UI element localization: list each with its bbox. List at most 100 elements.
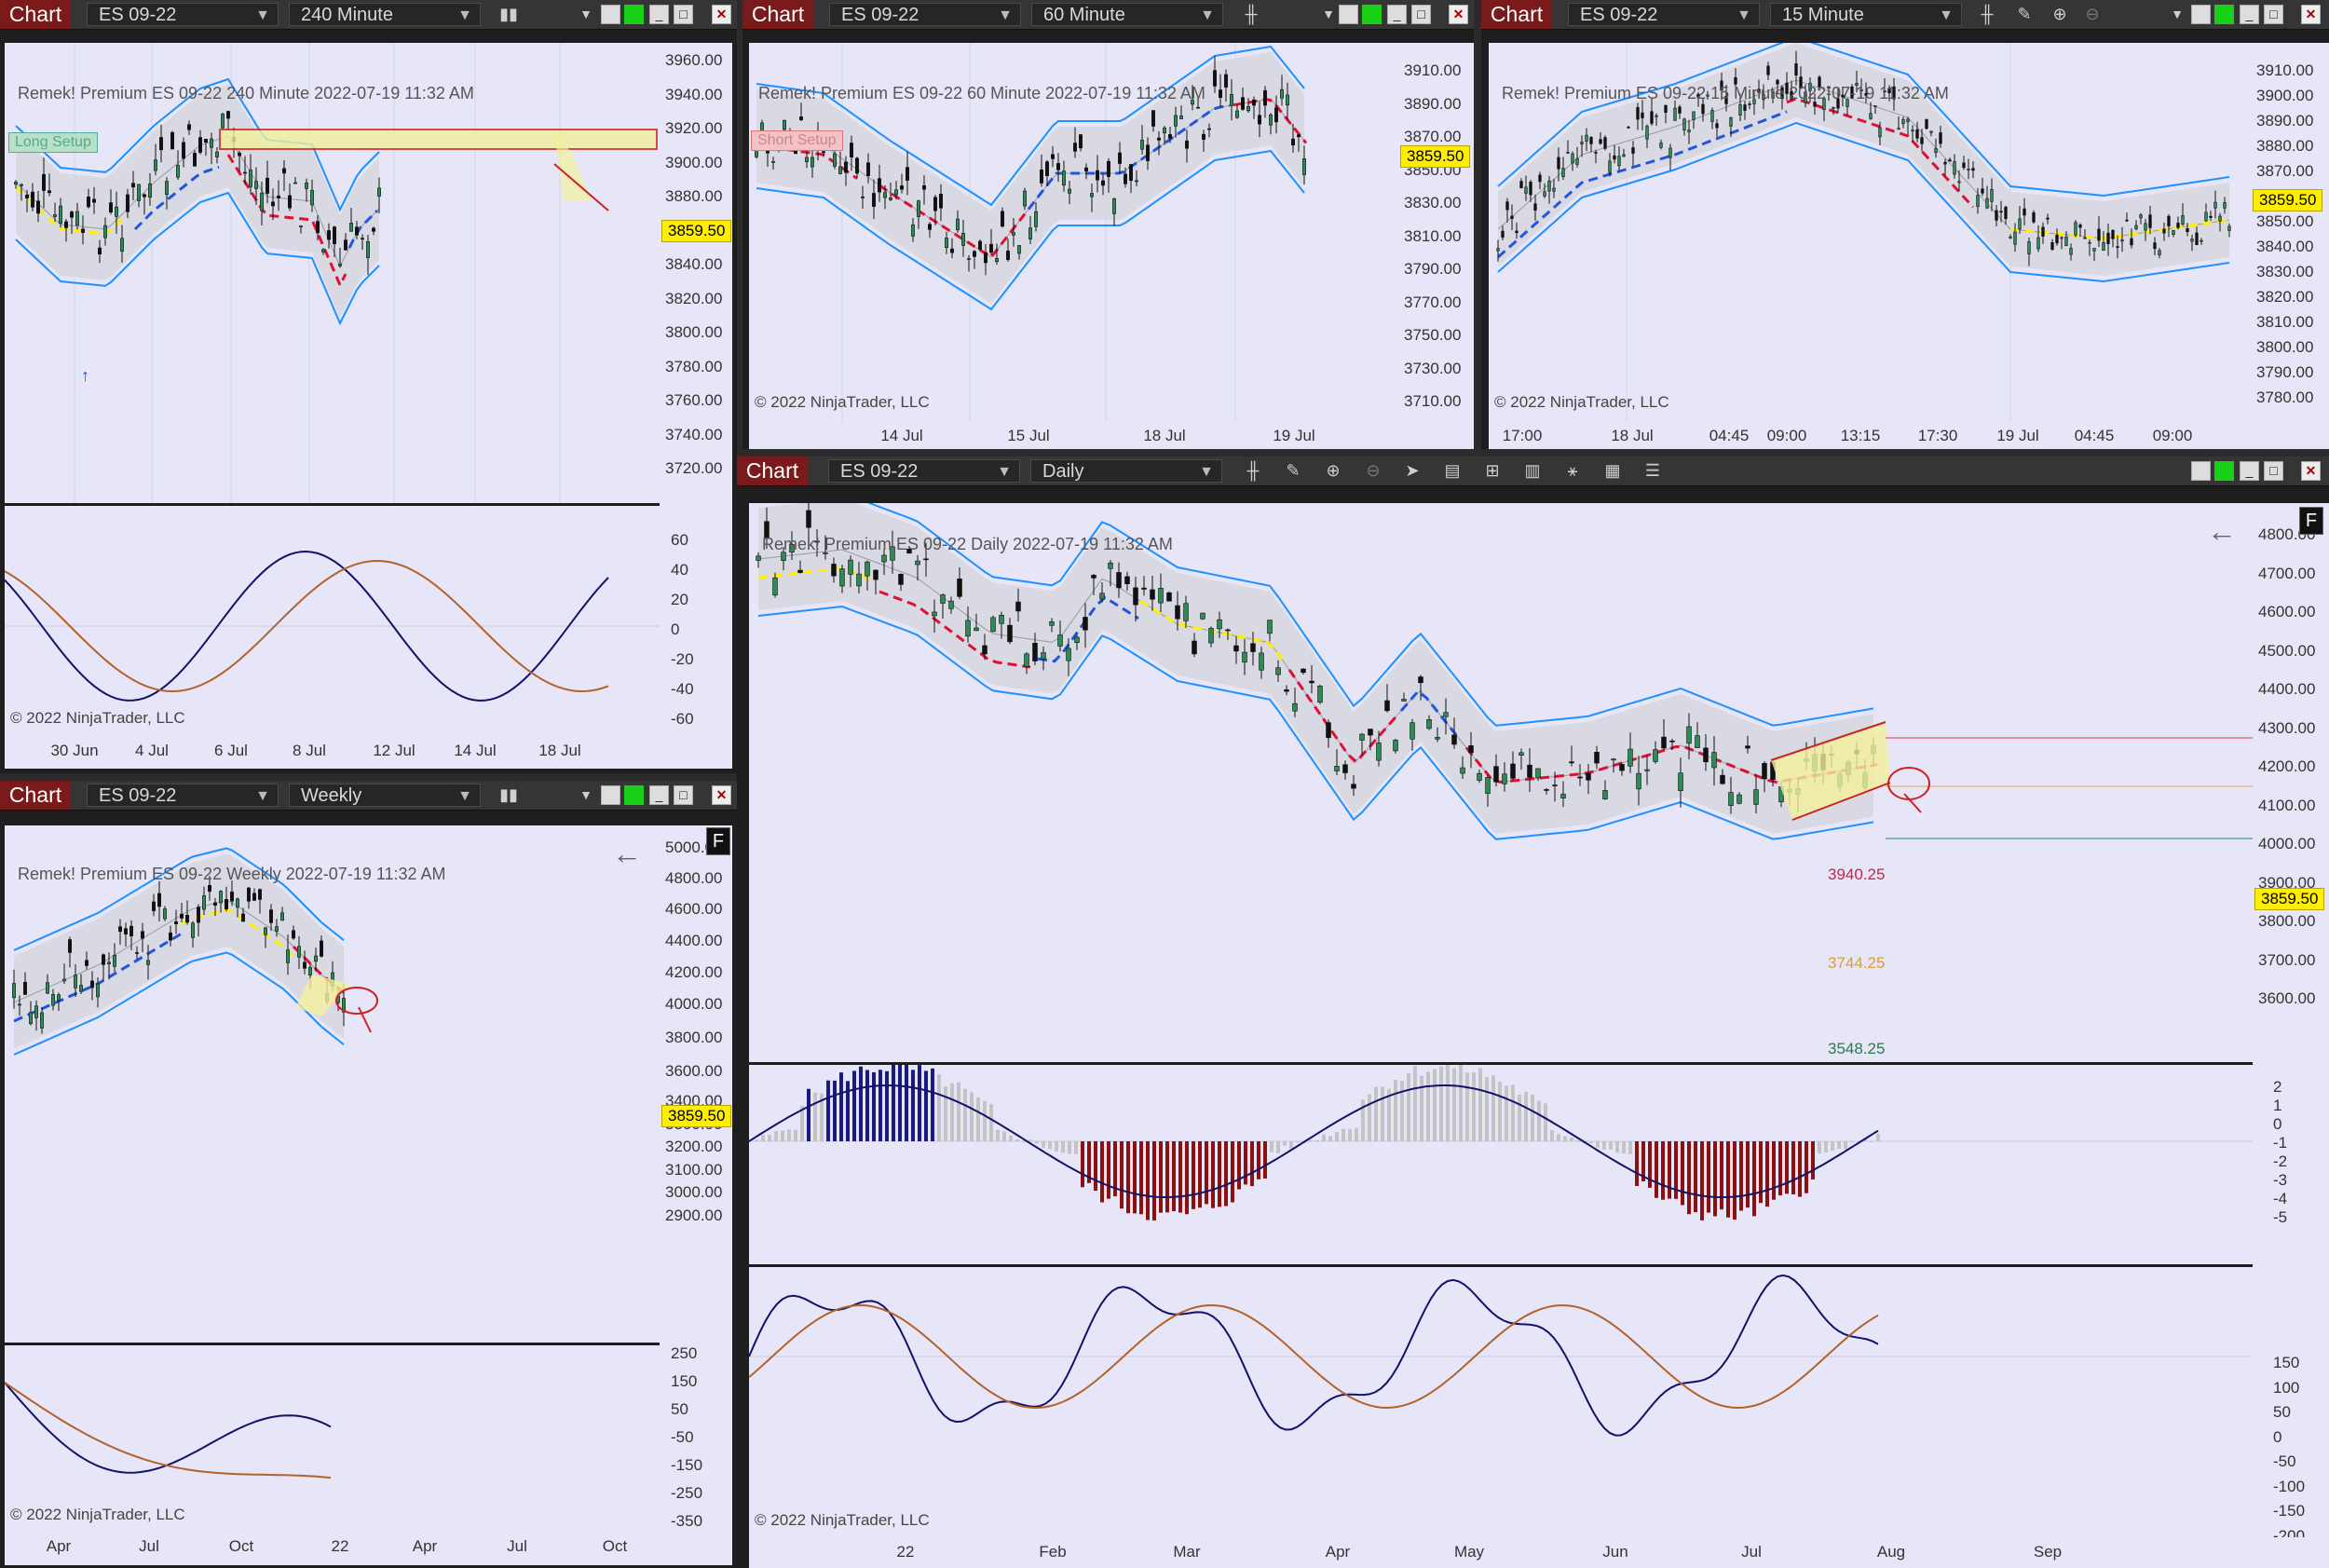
candle-body xyxy=(1068,188,1071,194)
chart-menu-button[interactable]: Chart xyxy=(742,0,813,29)
candle-body xyxy=(1892,86,1896,100)
close-button[interactable]: ✕ xyxy=(2301,461,2321,481)
color-swatch-button[interactable] xyxy=(2191,5,2211,24)
zoom-in-icon[interactable]: ⊕ xyxy=(1326,461,1341,480)
bar-type-icon[interactable]: ▮▮ xyxy=(499,5,518,23)
price-panel[interactable]: ↑ Remek! Premium ES 09-22 240 Minute 202… xyxy=(5,43,660,503)
oscillator-panel[interactable]: © 2022 NinjaTrader, LLC xyxy=(749,1267,2253,1537)
chevron-down-icon[interactable]: ▼ xyxy=(579,787,592,802)
link-green-button[interactable] xyxy=(2214,5,2234,24)
bar-type-icon[interactable]: ╫ xyxy=(1246,461,1260,480)
zoom-out-icon[interactable]: ⊖ xyxy=(1366,461,1381,480)
templates-icon[interactable]: ▦ xyxy=(1604,461,1621,480)
instrument-selector[interactable]: ES 09-22 ▼ xyxy=(87,3,279,26)
minimize-button[interactable]: _ xyxy=(2240,461,2259,481)
bar-type-icon[interactable]: ╫ xyxy=(1245,5,1258,23)
indicators-icon[interactable]: ▥ xyxy=(1524,461,1541,480)
oscillator-panel[interactable]: © 2022 NinjaTrader, LLC xyxy=(5,506,660,736)
draw-pencil-icon[interactable]: ✎ xyxy=(2017,5,2032,23)
maximize-button[interactable]: □ xyxy=(2264,461,2283,481)
x-axis[interactable]: 17:00 18 Jul 04:45 09:00 13:15 17:30 19 Jul 04:… xyxy=(1489,421,2329,449)
x-axis[interactable]: 14 Jul 15 Jul 18 Jul 19 Jul xyxy=(749,421,1474,449)
chart-menu-button[interactable]: Chart xyxy=(0,781,71,810)
interval-selector[interactable]: 240 Minute ▼ xyxy=(289,3,481,26)
f-button[interactable]: F xyxy=(706,827,730,855)
maximize-button[interactable]: □ xyxy=(674,785,693,805)
color-swatch-button[interactable] xyxy=(601,785,620,805)
maximize-button[interactable]: □ xyxy=(1411,5,1431,24)
chevron-down-icon[interactable]: ▼ xyxy=(579,7,592,21)
candle-body xyxy=(1571,153,1574,164)
close-button[interactable]: ✕ xyxy=(1449,5,1468,24)
chart-menu-button[interactable]: Chart xyxy=(737,457,808,485)
color-swatch-button[interactable] xyxy=(601,5,620,24)
histogram-bar xyxy=(1694,1141,1697,1213)
link-green-button[interactable] xyxy=(624,785,644,805)
instrument-selector[interactable]: ES 09-22 ▼ xyxy=(829,3,1021,26)
minimize-button[interactable]: _ xyxy=(649,785,669,805)
zoom-out-icon[interactable]: ⊖ xyxy=(2085,5,2100,23)
instrument-selector[interactable]: ES 09-22 ▼ xyxy=(828,459,1020,483)
interval-selector[interactable]: Weekly ▼ xyxy=(289,784,481,807)
maximize-button[interactable]: □ xyxy=(2264,5,2283,24)
bar-type-icon[interactable]: ▮▮ xyxy=(499,785,518,804)
candle-body xyxy=(2018,218,2022,230)
histogram-bar xyxy=(1491,1075,1495,1141)
price-panel[interactable]: Remek! Premium ES 09-22 Daily 2022-07-19… xyxy=(749,503,2253,1062)
chevron-down-icon[interactable]: ▼ xyxy=(2171,7,2184,21)
instrument-selector[interactable]: ES 09-22 ▼ xyxy=(87,784,279,807)
chart-toolbar: Chart ES 09-22 ▼ Weekly ▼ ▮▮ ▼ _ □ ✕ xyxy=(0,781,737,811)
y-axis[interactable]: 4800.00 4700.00 4600.00 4500.00 4400.00 4300.… xyxy=(2253,503,2329,1568)
back-arrow-icon[interactable]: ← xyxy=(2207,514,2237,548)
draw-pencil-icon[interactable]: ✎ xyxy=(1286,461,1301,480)
price-panel[interactable]: Remek! Premium ES 09-22 60 Minute 2022-0… xyxy=(749,43,1398,421)
color-swatch-button[interactable] xyxy=(1339,5,1358,24)
chart-menu-button[interactable]: Chart xyxy=(0,0,71,29)
data-box-icon[interactable]: ▤ xyxy=(1444,461,1461,480)
link-green-button[interactable] xyxy=(2214,461,2234,481)
minimize-button[interactable]: _ xyxy=(649,5,669,24)
link-green-button[interactable] xyxy=(624,5,644,24)
close-button[interactable]: ✕ xyxy=(2301,5,2321,24)
properties-icon[interactable]: ⊞ xyxy=(1485,461,1500,480)
list-icon[interactable]: ☰ xyxy=(1644,461,1661,480)
link-green-button[interactable] xyxy=(1362,5,1382,24)
y-axis[interactable]: 5000.00 4800.00 4600.00 4400.00 4200.00 4000.… xyxy=(660,825,732,1532)
candle-body xyxy=(928,224,932,230)
oscillator-panel[interactable]: © 2022 NinjaTrader, LLC xyxy=(5,1345,660,1532)
close-button[interactable]: ✕ xyxy=(712,785,731,805)
candle-body xyxy=(1519,181,1523,189)
lower-band-line xyxy=(757,605,1874,840)
interval-selector[interactable]: 15 Minute ▼ xyxy=(1770,3,1962,26)
histogram-bar xyxy=(1068,1141,1071,1154)
bar-type-icon[interactable]: ╫ xyxy=(1981,5,1994,23)
maximize-button[interactable]: □ xyxy=(674,5,693,24)
interval-selector[interactable]: Daily ▼ xyxy=(1030,459,1222,483)
histogram-panel[interactable] xyxy=(749,1065,2253,1264)
x-axis[interactable]: Apr Jul Oct 22 Apr Jul Oct xyxy=(5,1532,732,1565)
price-panel[interactable]: Remek! Premium ES 09-22 15 Minute 2022-0… xyxy=(1489,43,2251,421)
pointer-icon[interactable]: ➤ xyxy=(1405,461,1420,480)
instrument-selector[interactable]: ES 09-22 ▼ xyxy=(1568,3,1760,26)
chevron-down-icon[interactable]: ▼ xyxy=(1322,7,1335,21)
x-axis[interactable]: 22 Feb Mar Apr May Jun Jul Aug Sep xyxy=(749,1537,2329,1568)
interval-selector[interactable]: 60 Minute ▼ xyxy=(1031,3,1223,26)
strategies-icon[interactable]: ⚹ xyxy=(1567,461,1578,480)
minimize-button[interactable]: _ xyxy=(1387,5,1407,24)
y-axis[interactable]: 3910.003900.003890.003880.003870.003860.… xyxy=(2251,43,2329,421)
price-panel[interactable]: Remek! Premium ES 09-22 Weekly 2022-07-1… xyxy=(5,825,660,1343)
candle-body xyxy=(286,949,290,963)
back-arrow-icon[interactable]: ← xyxy=(612,837,642,870)
candle-body xyxy=(1084,167,1088,171)
candle-body xyxy=(1418,676,1423,684)
chart-menu-button[interactable]: Chart xyxy=(1481,0,1552,29)
y-axis[interactable]: 3910.00 3890.00 3870.00 3850.00 3830.00 3810.… xyxy=(1398,43,1474,421)
minimize-button[interactable]: _ xyxy=(2240,5,2259,24)
close-button[interactable]: ✕ xyxy=(712,5,731,24)
f-button[interactable]: F xyxy=(2299,507,2323,535)
candle-body xyxy=(1034,211,1038,227)
zoom-in-icon[interactable]: ⊕ xyxy=(2052,5,2067,23)
x-axis[interactable]: 30 Jun 4 Jul 6 Jul 8 Jul 12 Jul 14 Jul 18 Jul xyxy=(5,736,732,769)
color-swatch-button[interactable] xyxy=(2191,461,2211,481)
y-axis[interactable]: 3960.003940.003920.003900.003880.003860.… xyxy=(660,43,732,736)
